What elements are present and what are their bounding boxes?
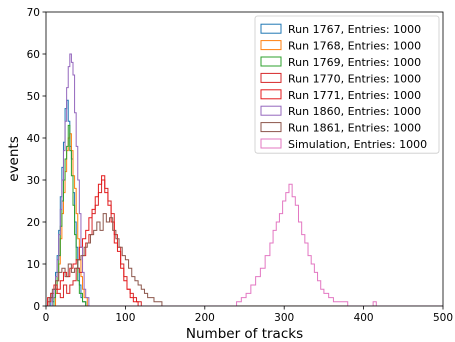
x-tick-label: 200 — [195, 312, 215, 324]
legend-swatch — [260, 138, 282, 149]
x-tick-label: 0 — [43, 312, 50, 324]
y-tick-label: 40 — [27, 133, 40, 145]
y-tick-label: 10 — [27, 259, 40, 271]
legend: Run 1767, Entries: 1000 Run 1768, Entries… — [254, 15, 440, 154]
y-tick-label: 0 — [33, 301, 40, 313]
legend-swatch — [260, 122, 282, 133]
y-tick-label: 70 — [27, 7, 40, 19]
series-3-histogram — [46, 124, 443, 306]
legend-label: Run 1771, Entries: 1000 — [288, 89, 421, 102]
series-6-histogram — [46, 53, 443, 306]
y-tick-label: 60 — [27, 49, 40, 61]
y-tick-label: 20 — [27, 217, 40, 229]
x-axis: 0 100 200 300 400 500 — [43, 306, 453, 324]
legend-swatch — [260, 23, 282, 34]
legend-swatch — [260, 40, 282, 51]
x-tick-label: 500 — [433, 312, 453, 324]
legend-swatch — [260, 89, 282, 100]
legend-label: Run 1768, Entries: 1000 — [288, 40, 421, 53]
series-8-histogram — [46, 183, 443, 306]
x-tick-label: 300 — [274, 312, 294, 324]
y-tick-label: 30 — [27, 175, 40, 187]
legend-swatch — [260, 105, 282, 116]
series-7-histogram — [46, 213, 443, 306]
legend-label: Run 1770, Entries: 1000 — [288, 72, 421, 85]
series-5-histogram — [46, 175, 443, 306]
x-tick-label: 100 — [115, 312, 135, 324]
x-axis-title: Number of tracks — [186, 326, 303, 342]
legend-frame — [254, 15, 440, 154]
y-tick-label: 50 — [27, 91, 40, 103]
series-4-histogram — [46, 179, 443, 306]
legend-label: Simulation, Entries: 1000 — [288, 138, 427, 151]
legend-swatch — [260, 56, 282, 67]
legend-label: Run 1860, Entries: 1000 — [288, 105, 421, 118]
legend-swatch — [260, 72, 282, 83]
series-layer — [46, 53, 443, 306]
x-tick-label: 400 — [354, 312, 374, 324]
y-axis-title: events — [6, 136, 22, 181]
legend-label: Run 1767, Entries: 1000 — [288, 23, 421, 36]
legend-label: Run 1861, Entries: 1000 — [288, 122, 421, 135]
plot-frame — [45, 11, 444, 307]
legend-label: Run 1769, Entries: 1000 — [288, 56, 421, 69]
y-axis: 0 10 20 30 40 50 60 70 — [27, 7, 46, 313]
series-2-histogram — [46, 133, 443, 306]
